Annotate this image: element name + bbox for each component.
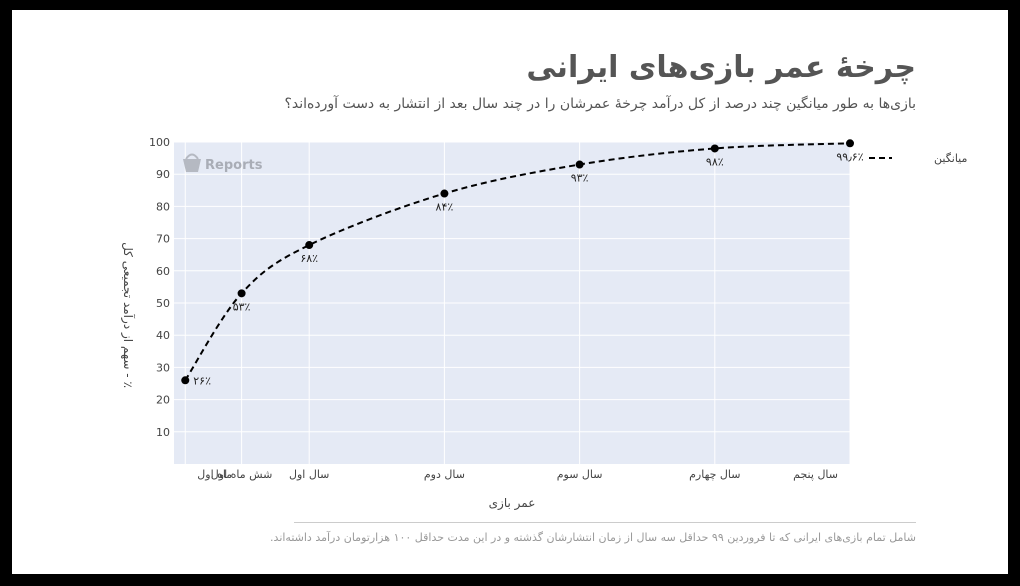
x-axis-title: عمر بازی — [489, 496, 536, 511]
data-point — [846, 139, 854, 148]
y-axis-title: ٪ - سهم از درآمد تجمیعی کل — [120, 242, 136, 388]
data-labels: ۲۶٪ ۵۳٪ ۶۸٪ ۸۴٪ ۹۳٪ ۹۸٪ ۹۹٫۶٪ — [193, 150, 863, 387]
data-point — [440, 189, 449, 198]
data-points — [181, 139, 854, 385]
watermark-text: Reports — [205, 158, 263, 173]
y-tick-label: 100 — [149, 136, 170, 149]
y-tick-labels: 10 20 30 40 50 60 70 80 90 100 — [149, 136, 170, 439]
data-point — [237, 289, 246, 298]
data-label: ۶۸٪ — [300, 252, 318, 265]
x-tick-label: سال سوم — [557, 468, 603, 481]
x-tick-label: سال پنجم — [793, 468, 838, 481]
data-point — [305, 241, 314, 250]
y-tick-label: 40 — [156, 329, 170, 342]
legend: میانگین — [869, 152, 968, 165]
grid-lines — [174, 141, 851, 464]
legend-label: میانگین — [934, 152, 968, 165]
footnote: شامل تمام بازی‌های ایرانی که تا فروردین … — [270, 522, 916, 544]
data-point — [710, 144, 719, 153]
y-tick-label: 80 — [156, 200, 170, 213]
x-tick-label: سال دوم — [424, 468, 465, 481]
x-tick-label: سال اول — [289, 468, 329, 481]
x-tick-label: سال چهارم — [689, 468, 740, 481]
y-tick-label: 50 — [156, 297, 170, 310]
watermark: Reports — [183, 153, 263, 173]
basket-icon — [183, 153, 201, 172]
data-label: ۹۹٫۶٪ — [836, 150, 863, 163]
data-label: ۹۳٪ — [571, 172, 589, 185]
data-point — [181, 376, 190, 385]
data-label: ۸۴٪ — [436, 201, 454, 214]
x-tick-label: شش ماه اول — [211, 468, 273, 481]
y-tick-label: 10 — [156, 426, 170, 439]
y-tick-label: 90 — [156, 168, 170, 181]
x-tick-label: ماه اول — [197, 468, 232, 481]
data-label: ۹۸٪ — [706, 155, 724, 168]
y-tick-label: 60 — [156, 265, 170, 278]
y-tick-label: 20 — [156, 394, 170, 407]
y-tick-label: 70 — [156, 233, 170, 246]
data-label: ۵۳٪ — [233, 300, 251, 313]
chart-card: چرخهٔ عمر بازی‌های ایرانی بازی‌ها به طور… — [12, 10, 1008, 574]
chart-subtitle: بازی‌ها به طور میانگین چند درصد از کل در… — [284, 96, 916, 112]
chart-title: چرخهٔ عمر بازی‌های ایرانی — [526, 50, 916, 85]
y-tick-label: 30 — [156, 361, 170, 374]
data-point — [575, 160, 584, 169]
data-label: ۲۶٪ — [193, 374, 211, 387]
